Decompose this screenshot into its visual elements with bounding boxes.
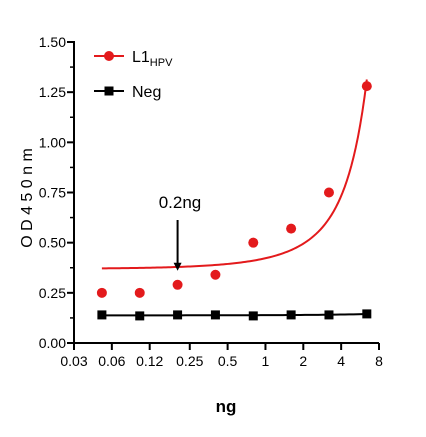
neg-data-point	[173, 310, 183, 320]
y-tick-label: 1.00	[39, 134, 66, 150]
l1-fit-curve	[101, 79, 368, 270]
l1-data-point	[210, 269, 221, 280]
y-tick-label: 1.25	[39, 84, 66, 100]
x-tick-label: 0.5	[218, 353, 238, 369]
neg-data-point	[286, 310, 296, 320]
neg-data-point	[362, 309, 372, 319]
neg-data-point	[248, 311, 258, 321]
annotation-label: 0.2ng	[159, 193, 202, 212]
legend-l1-marker	[104, 51, 114, 61]
y-tick-label: 0.00	[39, 335, 66, 351]
l1-data-point	[286, 223, 297, 234]
legend: L1HPV Neg	[94, 49, 173, 101]
x-tick-label: 0.25	[176, 353, 203, 369]
x-tick-label: 0.03	[60, 353, 87, 369]
y-tick-label: 0.75	[39, 185, 66, 201]
l1-data-point	[96, 287, 107, 298]
neg-fit-line	[101, 313, 367, 317]
l1-data-point	[172, 279, 183, 290]
neg-data-point	[135, 311, 145, 321]
neg-data-point	[210, 310, 220, 320]
l1-data-point	[134, 287, 145, 298]
y-tick-label: 0.50	[39, 235, 66, 251]
x-tick-label: 2	[299, 353, 307, 369]
x-tick-label: 4	[337, 353, 345, 369]
x-tick-label: 1	[262, 353, 270, 369]
legend-neg-marker	[104, 86, 114, 96]
x-tick-label: 0.06	[98, 353, 125, 369]
annotation-arrow-head	[173, 262, 182, 271]
y-tick-label: 0.25	[39, 285, 66, 301]
y-axis-title: O D 4 5 0 n m	[19, 148, 36, 248]
neg-data-point	[97, 310, 107, 320]
legend-l1-name: L1	[132, 49, 150, 66]
l1-data-point	[323, 187, 334, 198]
x-tick-label: 8	[375, 353, 383, 369]
neg-data-point	[324, 310, 334, 320]
x-tick-label: 0.12	[136, 353, 163, 369]
legend-l1-subscript: HPV	[150, 57, 173, 69]
l1-data-point	[361, 81, 372, 92]
grid-and-axes: 0.00 0.25 0.50 0.75 1.00 1.25 1.50 0.03 0.06 0.12…	[39, 34, 383, 369]
annotation: 0.2ng	[159, 193, 202, 271]
legend-l1-label: L1HPV	[132, 49, 173, 69]
series-layer	[96, 79, 372, 321]
l1-data-point	[248, 237, 259, 248]
x-axis-title: ng	[216, 397, 237, 416]
legend-neg-label: Neg	[132, 84, 161, 101]
y-tick-label: 1.50	[39, 34, 66, 50]
